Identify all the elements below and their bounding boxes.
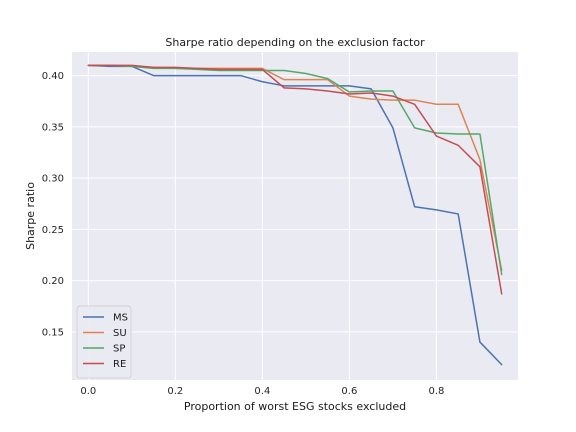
x-tick-label: 0.0 (80, 386, 96, 397)
x-tick-label: 0.8 (428, 386, 444, 397)
y-axis-label: Sharpe ratio (24, 182, 37, 250)
series-lines (87, 64, 503, 366)
legend: MS SU SP RE (76, 305, 132, 379)
legend-label-sp: SP (113, 344, 125, 355)
grid (72, 52, 518, 380)
x-tick-labels: 0.0 0.2 0.4 0.6 0.8 (80, 386, 444, 397)
series-line-ms (87, 64, 503, 366)
series-line-re (87, 64, 503, 295)
y-tick-label: 0.20 (42, 276, 64, 287)
chart-title: Sharpe ratio depending on the exclusion … (165, 36, 425, 49)
y-tick-label: 0.25 (42, 225, 64, 236)
legend-label-re: RE (113, 359, 126, 370)
x-tick-label: 0.2 (167, 386, 183, 397)
y-tick-label: 0.35 (42, 122, 64, 133)
y-tick-label: 0.30 (42, 174, 64, 185)
legend-label-su: SU (113, 328, 127, 339)
y-tick-label: 0.40 (42, 71, 64, 82)
y-tick-labels: 0.15 0.20 0.25 0.30 0.35 0.40 (42, 71, 64, 338)
series-line-sp (87, 64, 503, 276)
x-axis-label: Proportion of worst ESG stocks excluded (184, 400, 406, 413)
y-tick-label: 0.15 (42, 327, 64, 338)
legend-label-ms: MS (113, 313, 128, 324)
legend-frame (76, 305, 132, 379)
x-tick-label: 0.6 (341, 386, 357, 397)
plot-area (72, 52, 518, 380)
x-tick-label: 0.4 (254, 386, 270, 397)
